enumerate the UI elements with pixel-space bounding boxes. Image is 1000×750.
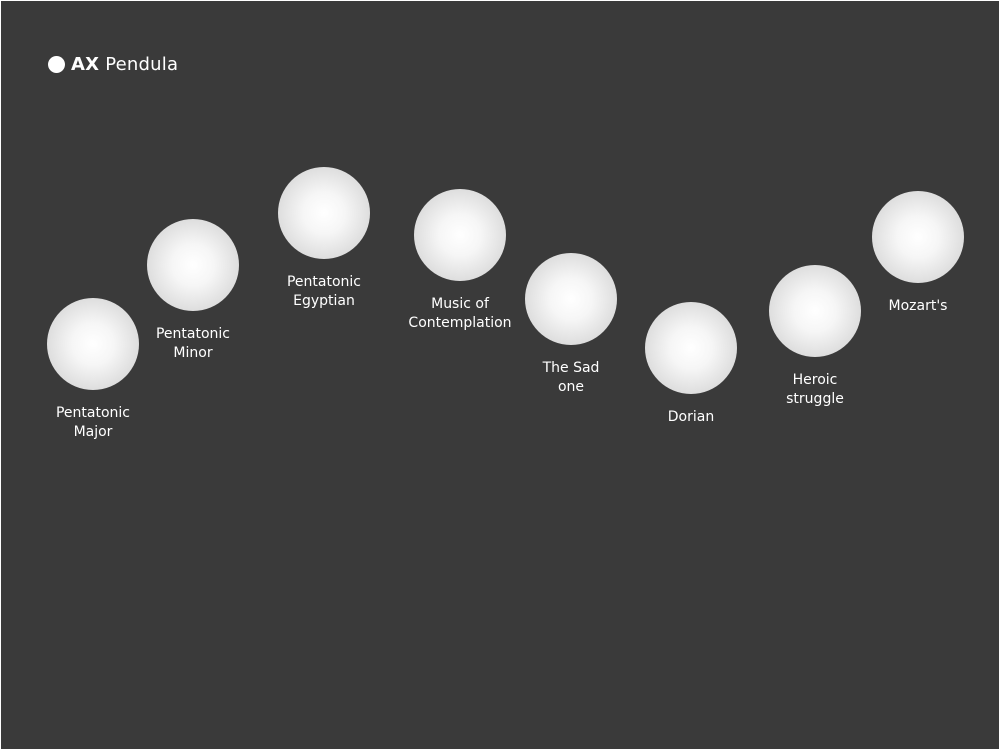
logo-ax: AX xyxy=(71,53,100,75)
scale-label: Music of Contemplation xyxy=(408,296,512,331)
scale-label: Heroic struggle xyxy=(786,372,844,407)
scale-label: Pentatonic Major xyxy=(55,405,130,440)
scale-dorian[interactable]: Dorian xyxy=(611,302,771,427)
scale-the-sad-one[interactable]: The Sad one xyxy=(491,253,651,397)
scale-pentatonic-minor[interactable]: Pentatonic Minor xyxy=(113,219,273,363)
scale-label: Mozart's xyxy=(888,298,948,314)
scale-mozarts[interactable]: Mozart's xyxy=(838,191,998,316)
pendulum-ball[interactable] xyxy=(278,167,370,259)
scale-label: Dorian xyxy=(667,409,715,425)
logo-pendula: Pendula xyxy=(105,53,179,75)
scale-heroic-struggle[interactable]: Heroic struggle xyxy=(735,265,895,409)
pendulum-ball[interactable] xyxy=(525,253,617,345)
pendulum-ball[interactable] xyxy=(47,298,139,390)
scale-label: The Sad one xyxy=(542,360,600,395)
pendulum-ball[interactable] xyxy=(769,265,861,357)
pendulum-ball[interactable] xyxy=(414,189,506,281)
scale-pentatonic-major[interactable]: Pentatonic Major xyxy=(13,298,173,442)
pendulum-ball[interactable] xyxy=(872,191,964,283)
pendulum-ball[interactable] xyxy=(147,219,239,311)
scale-music-of-contemplation[interactable]: Music of Contemplation xyxy=(380,189,540,333)
scale-label: Pentatonic Minor xyxy=(155,326,230,361)
scale-pentatonic-egyptian[interactable]: Pentatonic Egyptian xyxy=(244,167,404,311)
app-logo: AX Pendula xyxy=(48,52,178,76)
logo-dot-icon xyxy=(48,55,65,73)
scale-label: Pentatonic Egyptian xyxy=(286,274,361,309)
pendulum-ball[interactable] xyxy=(645,302,737,394)
